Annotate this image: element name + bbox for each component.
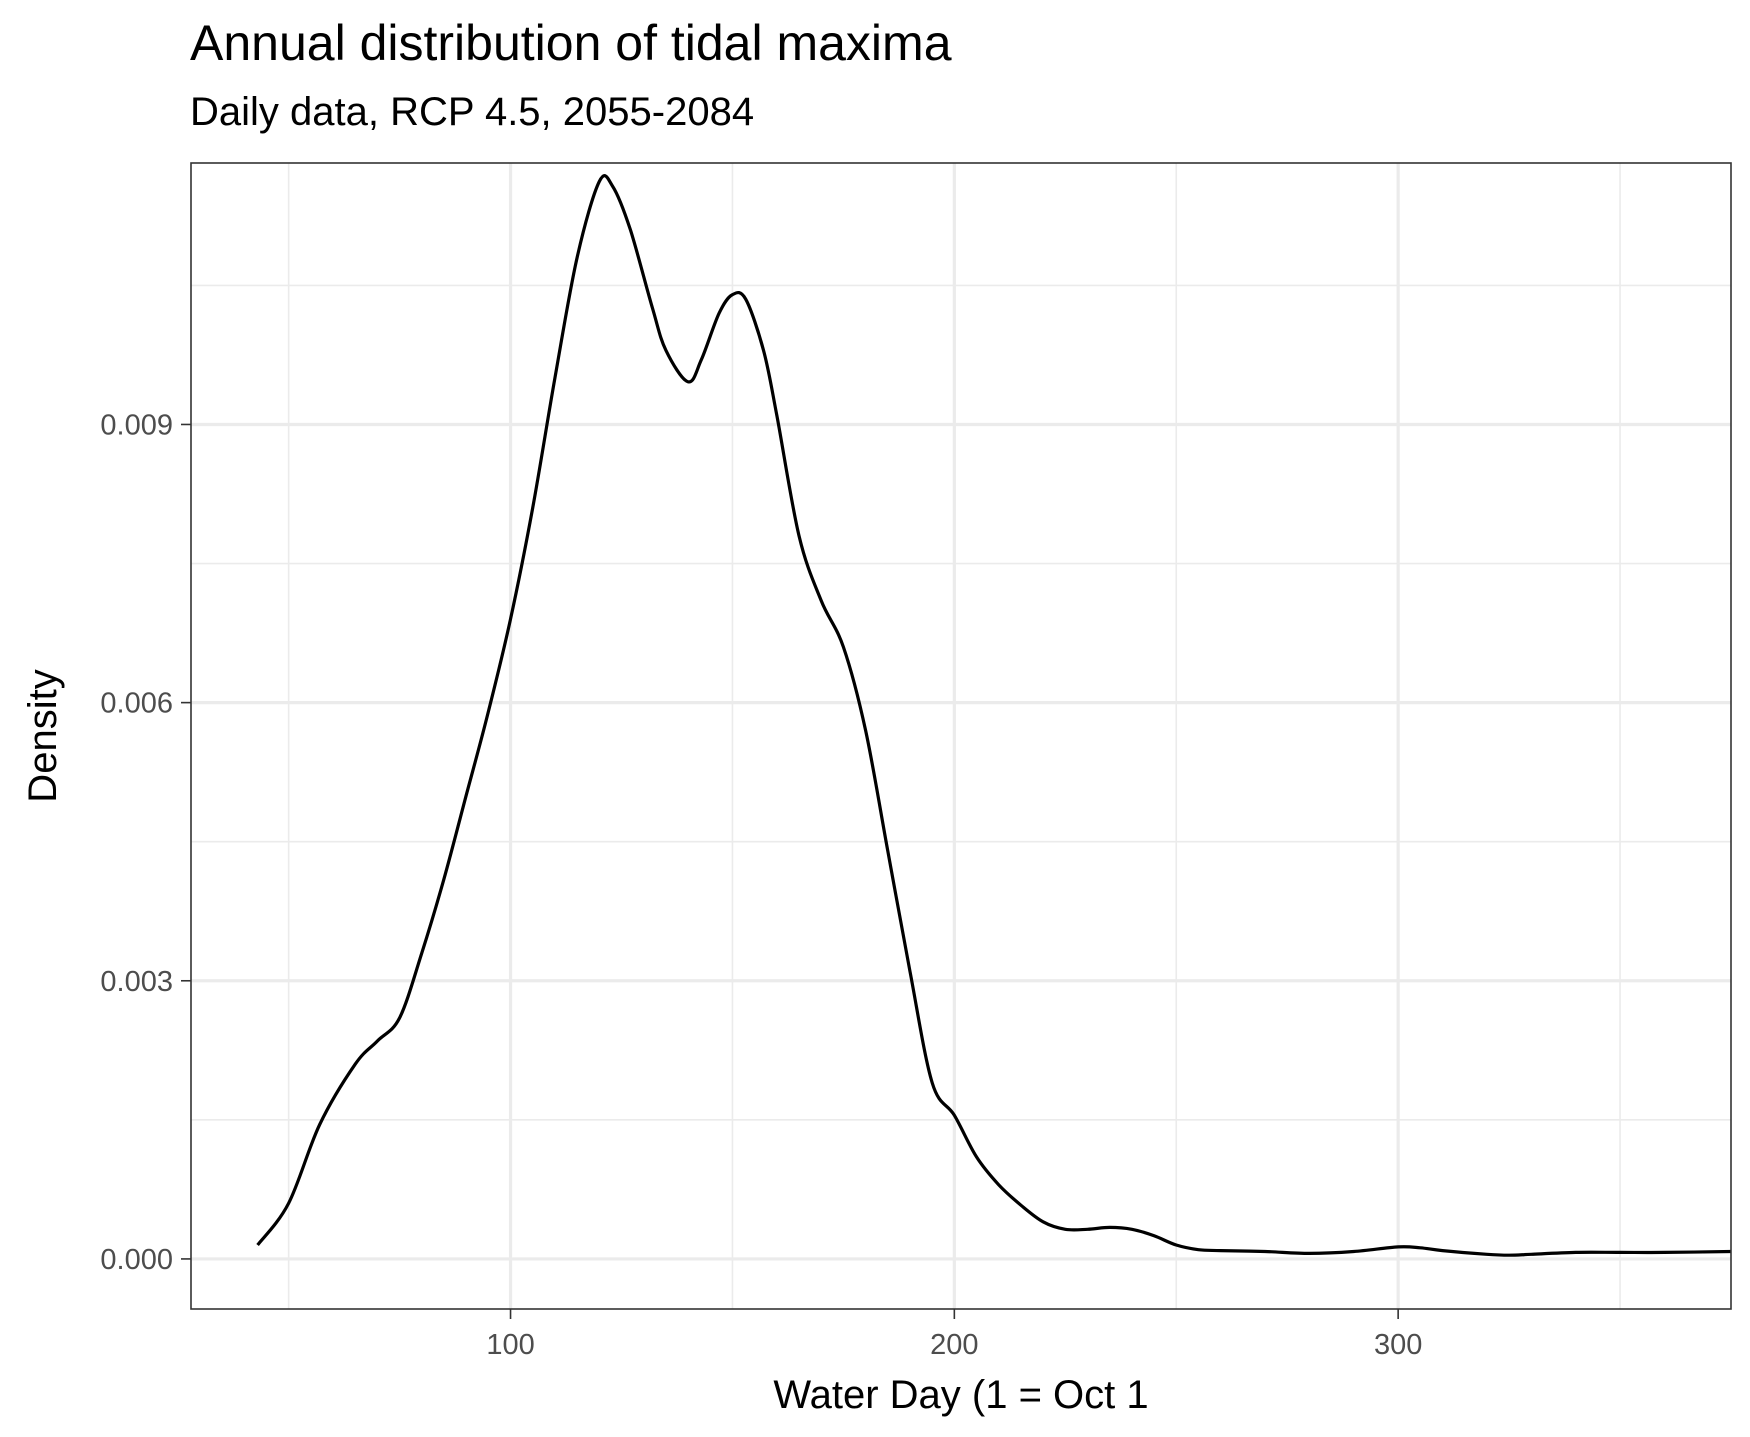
y-tick-label: 0.003	[100, 966, 173, 998]
x-tick-label: 300	[1374, 1329, 1422, 1361]
panel-border	[190, 162, 1732, 1310]
y-tick-label: 0.000	[100, 1244, 173, 1276]
series-layer	[256, 174, 1732, 1257]
chart-title: Annual distribution of tidal maxima	[190, 15, 952, 71]
density-line	[256, 174, 1732, 1257]
x-tick-label: 100	[486, 1329, 534, 1361]
y-axis-title: Density	[21, 669, 65, 802]
chart-subtitle: Daily data, RCP 4.5, 2055-2084	[190, 90, 755, 134]
x-axis-title: Water Day (1 = Oct 1	[773, 1373, 1148, 1417]
minor-gridlines	[191, 163, 1731, 1309]
major-gridlines	[191, 163, 1731, 1309]
y-axis: 0.000 0.003 0.006 0.009	[100, 409, 191, 1276]
y-tick-label: 0.009	[100, 409, 173, 441]
y-tick-label: 0.006	[100, 688, 173, 720]
x-axis: 100 200 300	[486, 1309, 1422, 1361]
x-tick-label: 200	[930, 1329, 978, 1361]
